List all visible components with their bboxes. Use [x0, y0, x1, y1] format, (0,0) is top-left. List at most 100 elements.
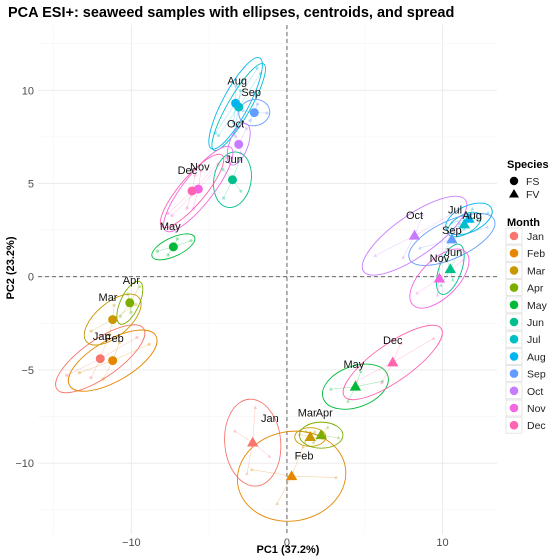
confidence-ellipse: [208, 57, 263, 150]
sample-point: [239, 151, 243, 155]
sample-point: [185, 206, 189, 210]
centroid-label: Apr: [316, 408, 333, 420]
centroid-fs-may: [168, 242, 178, 252]
centroid-fv-feb: [285, 470, 298, 481]
centroid-fv-mar: [304, 431, 316, 441]
spread-line: [198, 157, 227, 190]
confidence-ellipse: [67, 329, 158, 392]
sample-point: [301, 444, 305, 449]
spread-line: [276, 476, 292, 504]
sample-point: [459, 230, 464, 234]
sample-point: [107, 332, 112, 336]
sample-point: [311, 440, 316, 444]
sample-point: [147, 342, 151, 346]
spread-line: [330, 386, 356, 390]
sample-point: [415, 291, 419, 295]
sample-point: [166, 211, 170, 216]
confidence-ellipse: [83, 293, 142, 346]
sample-point: [373, 253, 378, 258]
sample-point: [244, 126, 249, 131]
legend-month-label: Jan: [527, 231, 544, 243]
legend-month-swatch: [509, 317, 519, 327]
legend-month-title: Month: [507, 217, 540, 229]
confidence-ellipse: [342, 324, 443, 401]
sample-point: [118, 314, 122, 319]
centroid-fs-apr: [125, 298, 135, 308]
centroid-fv-aug: [463, 212, 475, 223]
centroid-fs-jun: [227, 175, 237, 185]
legend-month-label: May: [527, 300, 548, 312]
x-tick-label: 0: [284, 537, 290, 549]
sample-point: [461, 258, 465, 262]
sample-point: [380, 379, 385, 383]
spread-line: [291, 475, 337, 478]
y-tick-label: 0: [28, 272, 34, 284]
spread-line: [419, 239, 452, 249]
legend-month-swatch: [509, 420, 519, 430]
sample-point: [439, 283, 443, 287]
confidence-ellipse: [226, 123, 251, 166]
spread-line: [238, 73, 261, 108]
sample-point: [233, 123, 237, 127]
x-tick-label: 10: [436, 537, 448, 549]
centroid-label: May: [160, 221, 181, 233]
sample-point: [126, 292, 130, 296]
legend-month-swatch: [509, 369, 519, 378]
centroid-label: Mar: [298, 408, 317, 420]
confidence-ellipse: [213, 151, 252, 208]
sample-point: [216, 133, 220, 138]
centroid-fs-oct: [234, 139, 244, 149]
sample-point: [193, 173, 197, 177]
centroid-label: Sep: [241, 87, 261, 99]
y-tick-label: 10: [22, 85, 34, 97]
centroid-label: Feb: [105, 333, 124, 345]
centroid-label: Oct: [227, 119, 244, 131]
sample-point: [233, 429, 237, 433]
spread-line: [215, 103, 236, 134]
centroid-fv-apr: [315, 429, 327, 440]
legend-month-label: Sep: [527, 369, 546, 381]
spread-line: [167, 190, 193, 214]
centroid-label: Nov: [190, 161, 210, 173]
sample-point: [255, 66, 259, 70]
legend-month-swatch: [509, 403, 519, 413]
confidence-ellipse: [236, 430, 347, 522]
legend-month-label: Jul: [527, 334, 540, 346]
centroid-label: Feb: [295, 450, 314, 462]
sample-point: [420, 212, 425, 217]
spread-line: [246, 442, 253, 474]
centroid-fv-oct: [408, 229, 421, 240]
spread-line: [218, 106, 239, 136]
spread-line: [235, 68, 258, 104]
centroid-fv-jun: [444, 263, 457, 274]
confidence-ellipse: [159, 153, 225, 229]
legend-month-label: Apr: [527, 283, 544, 295]
sample-point: [189, 239, 193, 243]
centroid-label: Sep: [442, 225, 462, 237]
confidence-ellipse: [55, 324, 146, 394]
spread-line: [251, 469, 292, 477]
centroid-fs-aug: [231, 98, 241, 108]
legend-month-swatch: [509, 352, 519, 361]
sample-point: [248, 119, 252, 123]
centroid-label: Nov: [430, 253, 450, 265]
sample-point: [245, 471, 249, 476]
spread-line: [112, 304, 136, 320]
legend-month-label: Feb: [527, 248, 545, 260]
confidence-ellipse: [408, 212, 496, 266]
spread-line: [375, 235, 415, 256]
spread-line: [468, 212, 489, 220]
legend-month-swatch: [509, 231, 519, 241]
sample-point: [117, 340, 122, 345]
centroid-label: Jan: [93, 331, 111, 343]
confidence-ellipse: [151, 233, 196, 261]
spread-line: [355, 362, 393, 382]
sample-point: [101, 377, 105, 381]
sample-point: [191, 207, 195, 211]
sample-point: [231, 120, 236, 125]
sample-point: [334, 475, 338, 479]
sample-point: [470, 206, 475, 211]
legend-month-label: Oct: [527, 386, 543, 398]
legend-species-title: Species: [507, 159, 549, 171]
